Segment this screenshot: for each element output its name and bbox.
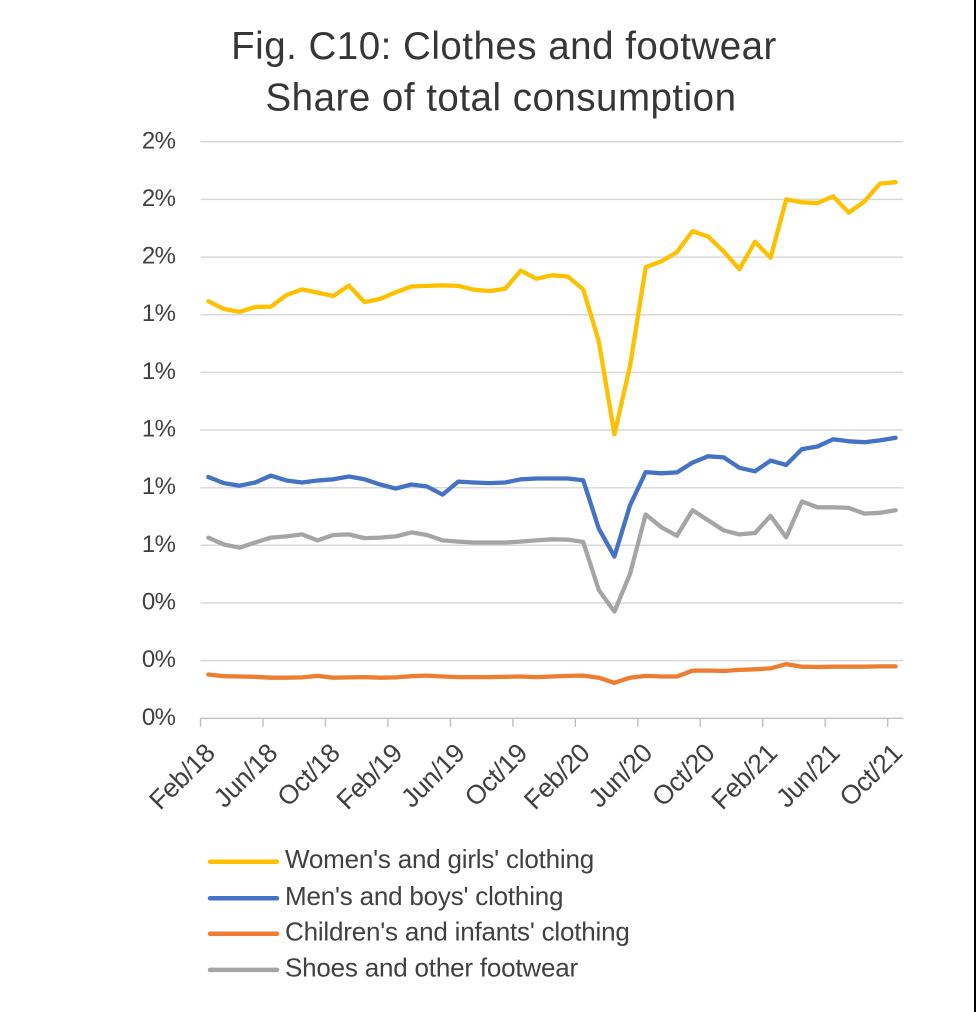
svg-text:Feb/21: Feb/21 bbox=[705, 738, 782, 815]
svg-text:Feb/20: Feb/20 bbox=[518, 738, 595, 815]
svg-text:2%: 2% bbox=[142, 127, 176, 154]
svg-text:Oct/19: Oct/19 bbox=[459, 738, 533, 812]
svg-text:Jun/19: Jun/19 bbox=[395, 738, 470, 813]
svg-text:Share of total consumption: Share of total consumption bbox=[266, 77, 737, 120]
svg-text:0%: 0% bbox=[142, 704, 176, 731]
svg-text:Shoes and other footwear: Shoes and other footwear bbox=[285, 952, 578, 982]
svg-text:Oct/18: Oct/18 bbox=[271, 738, 345, 812]
svg-text:Jun/21: Jun/21 bbox=[770, 738, 845, 813]
svg-text:2%: 2% bbox=[142, 243, 176, 270]
svg-text:0%: 0% bbox=[142, 646, 176, 673]
svg-text:Oct/21: Oct/21 bbox=[834, 738, 908, 812]
svg-text:Men's and boys' clothing: Men's and boys' clothing bbox=[285, 881, 563, 911]
svg-text:0%: 0% bbox=[142, 589, 176, 616]
svg-text:1%: 1% bbox=[142, 300, 176, 327]
svg-text:1%: 1% bbox=[142, 416, 176, 443]
svg-text:Feb/18: Feb/18 bbox=[143, 738, 220, 815]
svg-text:Feb/19: Feb/19 bbox=[331, 738, 408, 815]
svg-text:2%: 2% bbox=[142, 185, 176, 212]
svg-text:Oct/20: Oct/20 bbox=[646, 738, 720, 812]
svg-text:Jun/20: Jun/20 bbox=[583, 738, 658, 813]
svg-text:1%: 1% bbox=[142, 358, 176, 385]
svg-text:1%: 1% bbox=[142, 473, 176, 500]
svg-text:Children's and infants' clothi: Children's and infants' clothing bbox=[285, 916, 630, 946]
svg-text:1%: 1% bbox=[142, 531, 176, 558]
svg-text:Jun/18: Jun/18 bbox=[208, 738, 283, 813]
svg-text:Fig. C10: Clothes and footwear: Fig. C10: Clothes and footwear bbox=[231, 25, 777, 68]
svg-text:Women's and girls' clothing: Women's and girls' clothing bbox=[285, 844, 594, 874]
